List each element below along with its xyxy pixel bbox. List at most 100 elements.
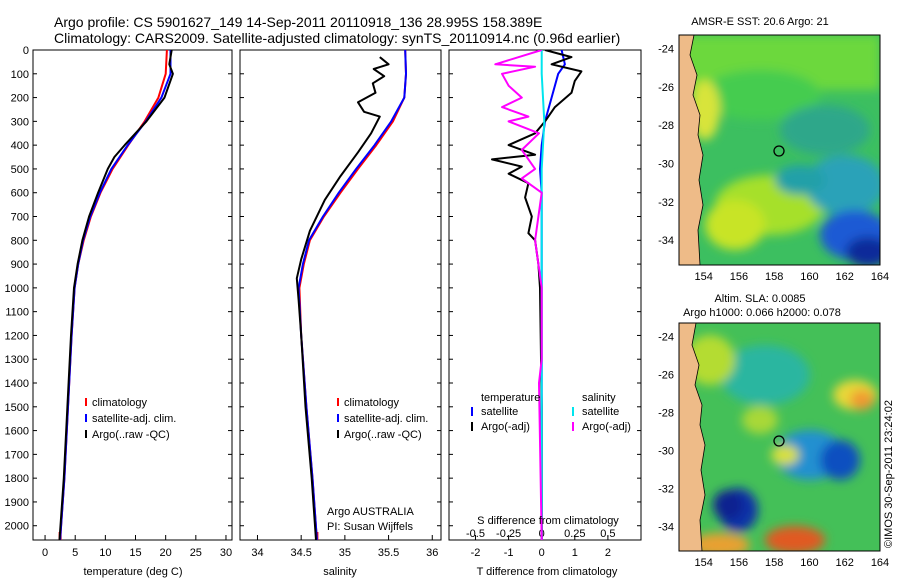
legend-satellite-label: satellite-adj. clim. — [344, 413, 428, 425]
temperature-xtick-label: 30 — [220, 547, 232, 559]
figure-title-line1: Argo profile: CS 5901627_149 14-Sep-2011… — [54, 14, 543, 30]
temperature-series-group — [58, 50, 174, 540]
legend-t-satellite-label: satellite — [481, 406, 518, 418]
sst_map-ytick-label: -24 — [658, 43, 674, 55]
sst-map — [678, 34, 881, 266]
difference-xtick-label: 0 — [539, 547, 545, 559]
depth-tick-label: 1800 — [5, 473, 29, 485]
sla_map-ytick-label: -24 — [658, 331, 674, 343]
salinity-series-group — [295, 50, 407, 540]
imos-credit: ©IMOS 30-Sep-2011 23:24:02 — [883, 400, 895, 548]
sla_map-ytick-label: -30 — [658, 445, 674, 457]
difference-series-s-argo-adj- — [494, 50, 543, 540]
depth-tick-label: 800 — [11, 235, 29, 247]
legend-s-argo-label: Argo(-adj) — [582, 421, 631, 433]
difference-top-tick-label: -0.5 — [466, 528, 485, 540]
depth-tick-label: 200 — [11, 93, 29, 105]
sla_map-xtick-label: 162 — [836, 557, 854, 569]
difference-top-tick-label: -0.25 — [496, 528, 521, 540]
sst_map-xtick-label: 162 — [836, 271, 854, 283]
depth-tick-label: 300 — [11, 116, 29, 128]
depth-tick-label: 1700 — [5, 449, 29, 461]
sst_map-xtick-label: 156 — [730, 271, 748, 283]
difference-xtick-label: 2 — [605, 547, 611, 559]
temperature-series-satellite-adj-clim- — [59, 50, 172, 540]
legend-argo-label: Argo(..raw -QC) — [92, 429, 170, 441]
sst-map-title: AMSR-E SST: 20.6 Argo: 21 — [691, 16, 829, 28]
temperature-xtick-label: 25 — [190, 547, 202, 559]
salinity-series-argo-raw-qc- — [295, 56, 390, 540]
pi-annotation: PI: Susan Wijffels — [327, 521, 413, 533]
depth-tick-label: 1600 — [5, 426, 29, 438]
depth-tick-label: 1000 — [5, 283, 29, 295]
temperature-xtick-label: 20 — [160, 547, 172, 559]
depth-tick-label: 1100 — [5, 307, 29, 319]
sla_map-xtick-label: 154 — [695, 557, 713, 569]
legend-t-argo-label: Argo(-adj) — [481, 421, 530, 433]
salinity-legend: climatology satellite-adj. clim. Argo(..… — [337, 397, 428, 441]
depth-tick-label: 1200 — [5, 330, 29, 342]
sst_map-xtick-label: 160 — [800, 271, 818, 283]
temperature-series-climatology — [59, 50, 168, 540]
salinity-xtick-label: 35.5 — [378, 547, 399, 559]
temperature-series-argo-raw-qc- — [58, 50, 174, 540]
difference-top-tick-label: 0.25 — [564, 528, 585, 540]
temperature-xtick-label: 10 — [99, 547, 111, 559]
sst_map-ytick-label: -32 — [658, 197, 674, 209]
sla_map-ytick-label: -32 — [658, 483, 674, 495]
temperature-xtick-label: 15 — [129, 547, 141, 559]
sst_map-xtick-label: 154 — [695, 271, 713, 283]
legend-s-satellite-label: satellite — [582, 406, 619, 418]
difference-series-t-argo-adj- — [491, 50, 583, 540]
sla_map-ytick-label: -26 — [658, 369, 674, 381]
legend-argo-label: Argo(..raw -QC) — [344, 429, 422, 441]
salinity-xtick-label: 34 — [251, 547, 263, 559]
legend-temperature-heading: temperature — [481, 392, 540, 404]
sst_map-ytick-label: -28 — [658, 120, 674, 132]
depth-tick-label: 900 — [11, 259, 29, 271]
difference-xtick-label: 1 — [572, 547, 578, 559]
depth-tick-label: 0 — [23, 45, 29, 57]
difference-xtick-label: -2 — [471, 547, 481, 559]
temperature-plot-frame — [32, 49, 233, 541]
sla-map-subtitle: Argo h1000: 0.066 h2000: 0.078 — [683, 307, 841, 319]
sst_map-xtick-label: 164 — [871, 271, 889, 283]
sla_map-xtick-label: 156 — [730, 557, 748, 569]
depth-tick-label: 100 — [11, 69, 29, 81]
sla_map-ytick-label: -28 — [658, 407, 674, 419]
legend-climatology-label: climatology — [344, 397, 400, 409]
depth-tick-label: 1400 — [5, 378, 29, 390]
depth-tick-label: 1900 — [5, 497, 29, 509]
figure-title-line2: Climatology: CARS2009. Satellite-adjuste… — [54, 30, 621, 46]
sst_map-xtick-label: 158 — [765, 271, 783, 283]
depth-tick-label: 1500 — [5, 402, 29, 414]
difference-legend: temperature satellite Argo(-adj) salinit… — [471, 392, 631, 433]
sla-map — [678, 322, 881, 552]
difference-xtick-label: -1 — [504, 547, 514, 559]
legend-climatology-label: climatology — [92, 397, 148, 409]
salinity-xlabel: salinity — [323, 566, 357, 578]
legend-salinity-heading: salinity — [582, 392, 616, 404]
difference-top-tick-label: 0.5 — [600, 528, 615, 540]
sla_map-xtick-label: 160 — [800, 557, 818, 569]
difference-xlabel: T difference from climatology — [477, 566, 618, 578]
salinity-xtick-label: 35 — [339, 547, 351, 559]
difference-series-group — [491, 50, 583, 540]
sst_map-ytick-label: -26 — [658, 82, 674, 94]
temperature-xtick-label: 0 — [42, 547, 48, 559]
sla_map-xtick-label: 158 — [765, 557, 783, 569]
temperature-xlabel: temperature (deg C) — [83, 566, 182, 578]
sla_map-ytick-label: -34 — [658, 521, 674, 533]
salinity-xtick-label: 36 — [426, 547, 438, 559]
sla_map-xtick-label: 164 — [871, 557, 889, 569]
depth-tick-label: 400 — [11, 140, 29, 152]
salinity-plot-frame — [239, 49, 442, 541]
sst_map-ytick-label: -34 — [658, 235, 674, 247]
depth-tick-label: 2000 — [5, 521, 29, 533]
salinity-xtick-label: 34.5 — [290, 547, 311, 559]
sst_map-ytick-label: -30 — [658, 158, 674, 170]
temperature-xtick-label: 5 — [72, 547, 78, 559]
temperature-legend: climatology satellite-adj. clim. Argo(..… — [85, 397, 176, 441]
argo-program-annotation: Argo AUSTRALIA — [327, 506, 414, 518]
